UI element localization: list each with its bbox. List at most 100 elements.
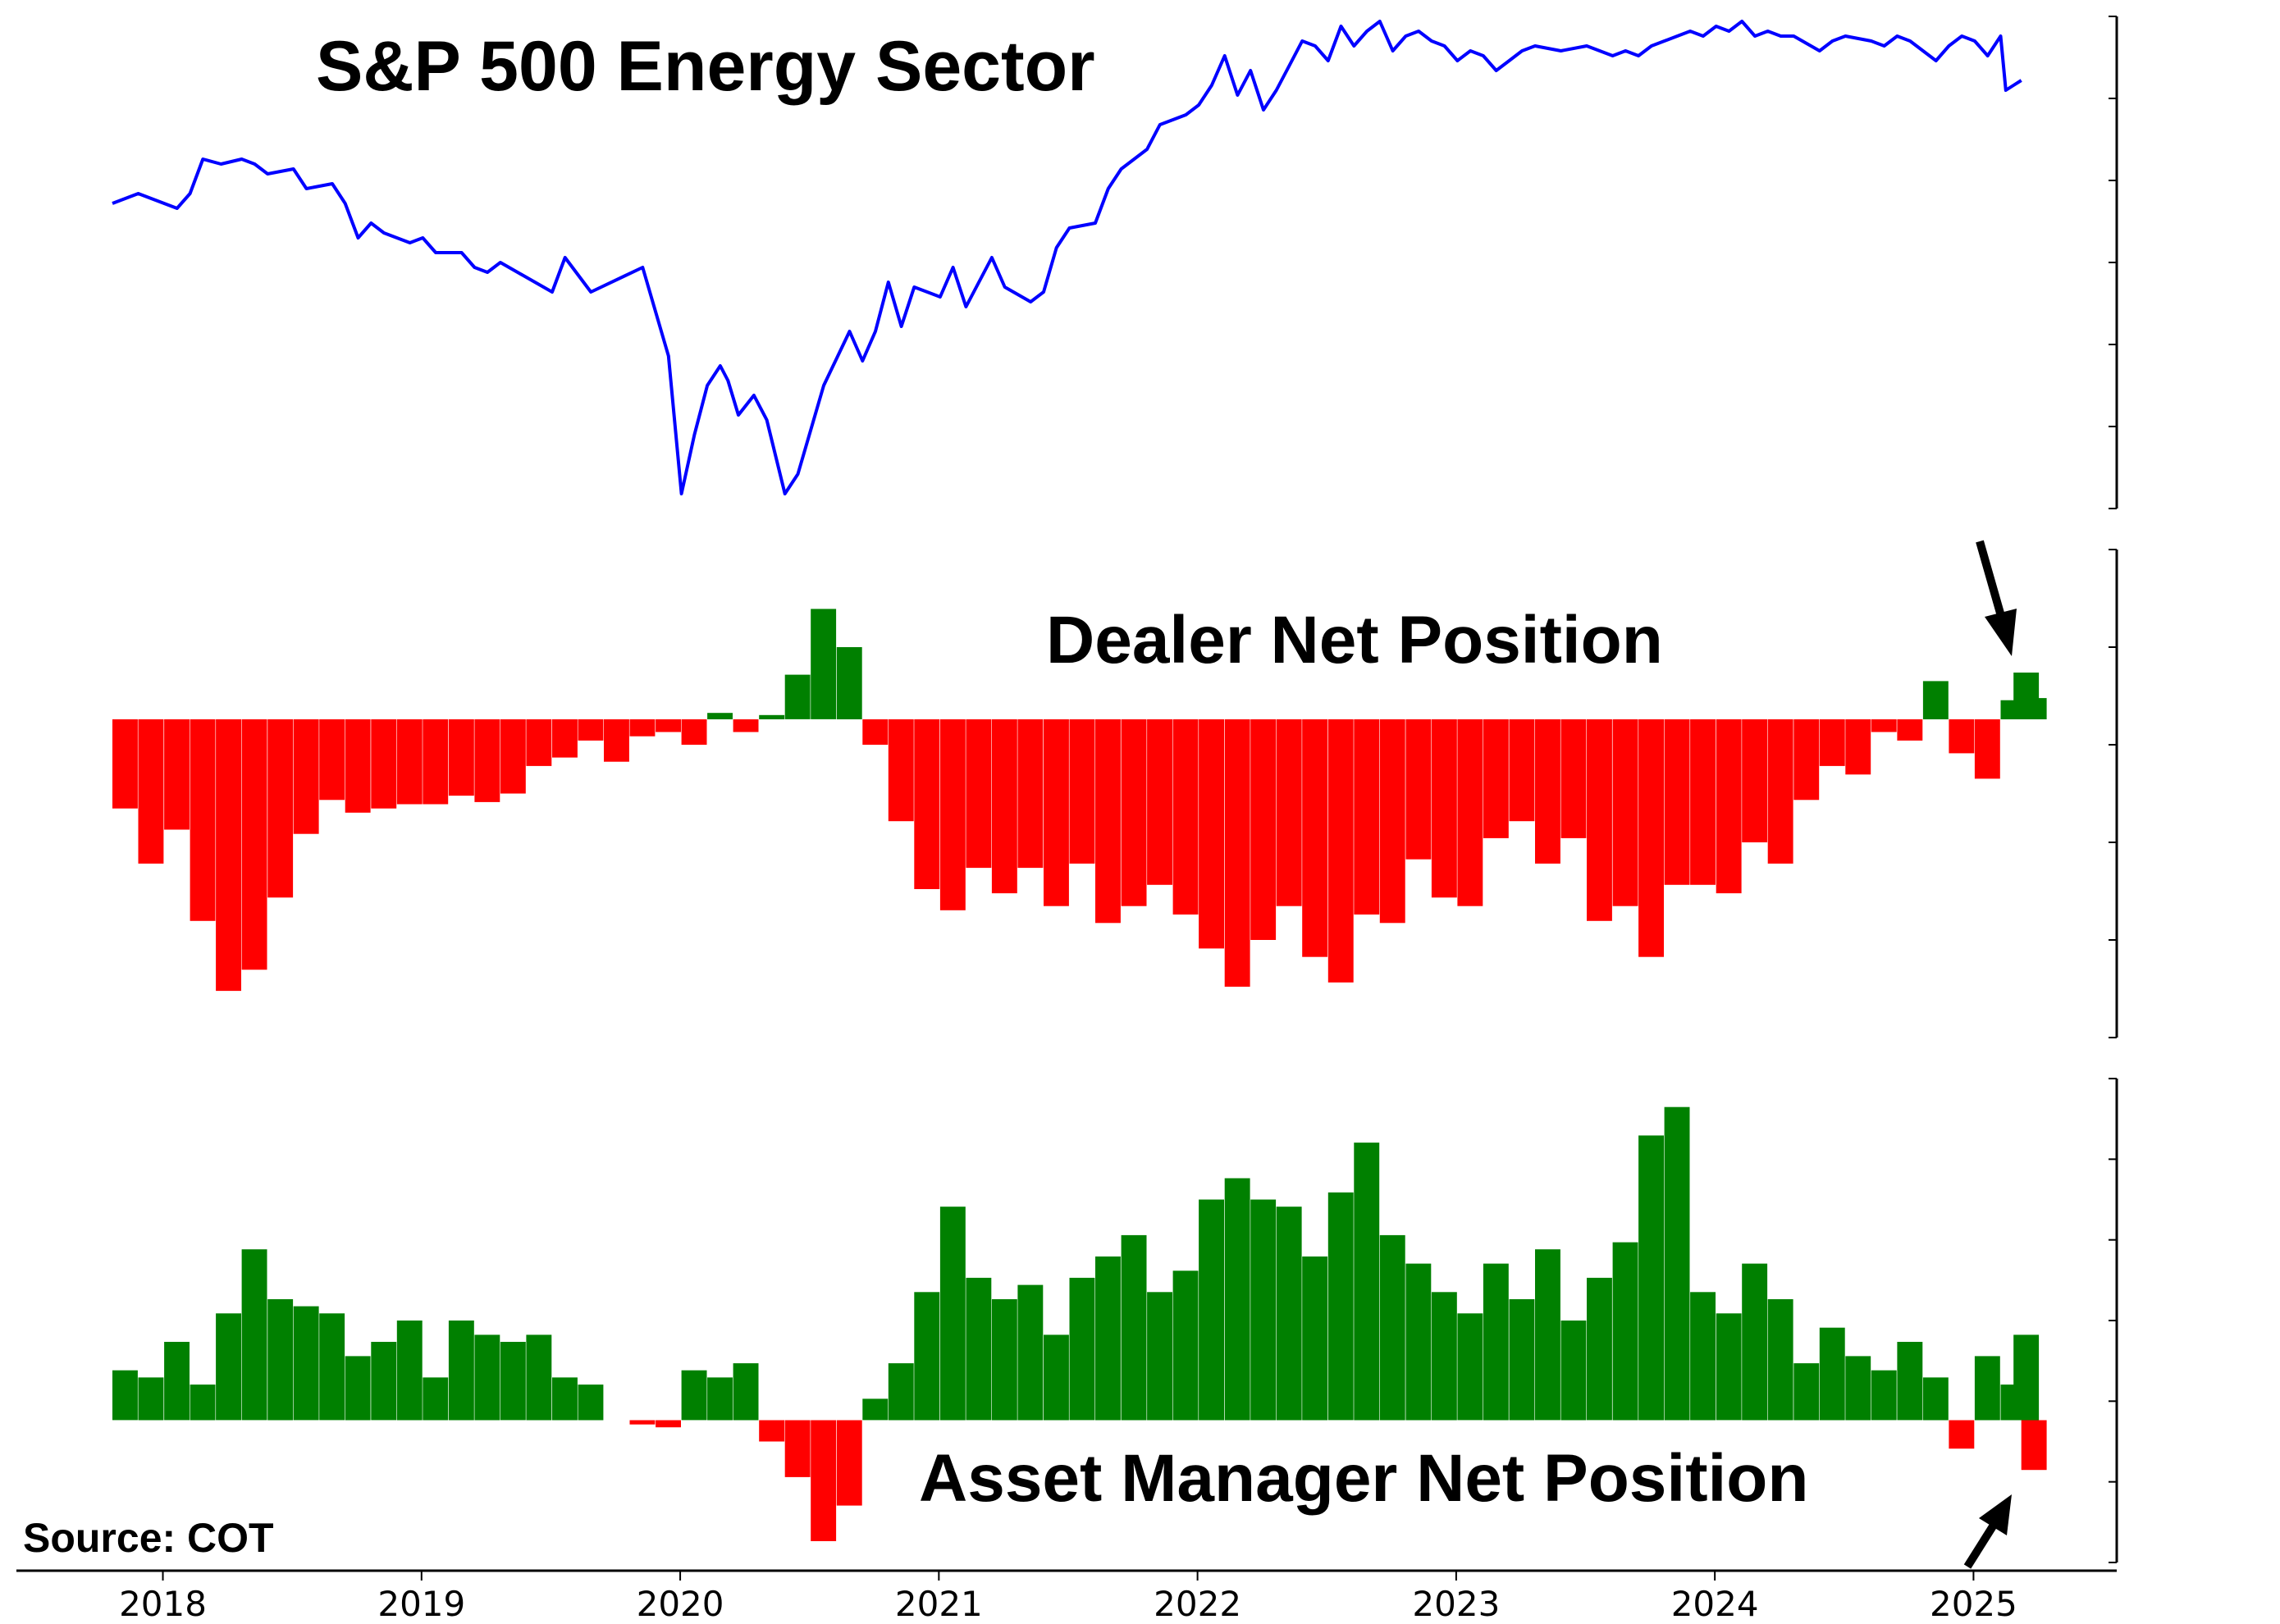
net-position-bar: [241, 1249, 267, 1421]
net-position-bar: [991, 719, 1017, 894]
net-position-bar: [1354, 719, 1380, 915]
net-position-bar: [448, 1321, 474, 1421]
net-position-bar: [552, 1377, 578, 1421]
net-position-bar: [216, 1313, 241, 1421]
net-position-bar: [862, 719, 889, 745]
net-position-bar: [1612, 1242, 1638, 1421]
net-position-bar: [1302, 1256, 1328, 1421]
net-position-bar: [1690, 1292, 1716, 1421]
net-position-bar: [371, 1342, 397, 1421]
net-position-bar: [1819, 719, 1845, 766]
net-position-bar: [1871, 719, 1897, 732]
net-position-bar: [1250, 719, 1277, 940]
net-position-bar: [293, 719, 319, 834]
x-tick-label: 2022: [1154, 1584, 1241, 1624]
price-panel-title: S&P 500 Energy Sector: [316, 27, 1095, 106]
net-position-bar: [991, 1299, 1017, 1421]
asset-manager-net-position-panel: Asset Manager Net Position: [112, 1078, 2118, 1569]
net-position-bar: [1172, 719, 1199, 915]
net-position-bar: [1405, 1263, 1432, 1421]
net-position-bar: [526, 719, 552, 766]
net-position-bar: [914, 1292, 940, 1421]
net-position-bar: [112, 1370, 138, 1421]
asset-manager-bars: [112, 1106, 2047, 1541]
net-position-bar: [1172, 1270, 1199, 1421]
net-position-bar: [1457, 1313, 1483, 1421]
net-position-bar: [1897, 719, 1923, 741]
net-position-bar: [966, 719, 992, 869]
net-position-bar: [836, 647, 862, 719]
x-tick-label: 2018: [119, 1584, 207, 1624]
net-position-bar: [1819, 1327, 1845, 1421]
net-position-bar: [1716, 1313, 1742, 1421]
net-position-bar: [1767, 1299, 1793, 1421]
net-position-bar: [1767, 719, 1793, 864]
net-position-bar: [784, 674, 811, 719]
net-position-bar: [966, 1277, 992, 1421]
net-position-bar: [345, 1356, 371, 1421]
net-position-bar: [629, 1420, 656, 1425]
net-position-bar: [1922, 1377, 1949, 1421]
net-position-bar: [1044, 719, 1069, 906]
price-right-axis: [2109, 16, 2118, 509]
net-position-bar: [1276, 1207, 1302, 1421]
net-position-bar: [836, 1420, 862, 1506]
net-position-bar: [1327, 719, 1354, 983]
net-position-bar: [1044, 1334, 1069, 1421]
net-position-bar: [1147, 719, 1172, 885]
net-position-bar: [2021, 698, 2047, 719]
net-position-bar: [1069, 719, 1095, 864]
net-position-bar: [1483, 719, 1509, 838]
net-position-bar: [1845, 1356, 1871, 1421]
net-position-bar: [1276, 719, 1302, 906]
net-position-bar: [811, 609, 837, 719]
net-position-bar: [656, 1420, 681, 1428]
net-position-bar: [371, 719, 397, 809]
net-position-bar: [1535, 1249, 1560, 1421]
net-position-bar: [1199, 1199, 1224, 1421]
net-position-bar: [604, 719, 629, 762]
net-position-bar: [423, 1377, 449, 1421]
net-position-bar: [423, 719, 449, 805]
net-position-bar: [1845, 719, 1871, 775]
dealer-arrow-icon: [1976, 540, 2017, 656]
net-position-bar: [1379, 719, 1405, 924]
net-position-bar: [681, 1370, 707, 1421]
net-position-bar: [319, 719, 345, 801]
net-position-bar: [1560, 1321, 1587, 1421]
net-position-bar: [1017, 719, 1044, 869]
net-position-bar: [500, 1342, 526, 1421]
price-series-line: [112, 20, 2022, 495]
net-position-bar: [1431, 719, 1457, 898]
net-position-bar: [759, 1420, 785, 1442]
x-tick-label: 2020: [637, 1584, 724, 1624]
net-position-bar: [578, 1385, 604, 1421]
net-position-bar: [241, 719, 267, 970]
net-position-bar: [1327, 1192, 1354, 1421]
net-position-bar: [138, 1377, 164, 1421]
x-axis: 2018 2019 2020 2021 2022 2023 2024 2025: [16, 1569, 2117, 1624]
net-position-bar: [1587, 719, 1612, 921]
net-position-bar: [216, 719, 241, 992]
net-position-bar: [1509, 1299, 1535, 1421]
net-position-bar: [811, 1420, 837, 1541]
net-position-bar: [1612, 719, 1638, 906]
net-position-bar: [396, 1321, 423, 1421]
source-label: Source: COT: [23, 1515, 274, 1561]
x-tick-label: 2019: [377, 1584, 465, 1624]
net-position-bar: [1638, 1135, 1664, 1421]
net-position-bar: [1949, 1420, 1975, 1449]
net-position-bar: [1742, 1263, 1768, 1421]
net-position-bar: [1690, 719, 1716, 885]
net-position-bar: [1224, 719, 1250, 987]
net-position-bar: [190, 1385, 216, 1421]
asset-manager-panel-title: Asset Manager Net Position: [919, 1441, 1808, 1516]
net-position-bar: [1638, 719, 1664, 957]
net-position-bar: [707, 713, 733, 719]
net-position-bar: [733, 719, 759, 732]
net-position-bar: [2021, 1420, 2047, 1471]
net-position-bar: [1379, 1234, 1405, 1421]
net-position-bar: [681, 719, 707, 745]
x-tick-label: 2025: [1930, 1584, 2017, 1624]
net-position-bar: [1560, 719, 1587, 838]
